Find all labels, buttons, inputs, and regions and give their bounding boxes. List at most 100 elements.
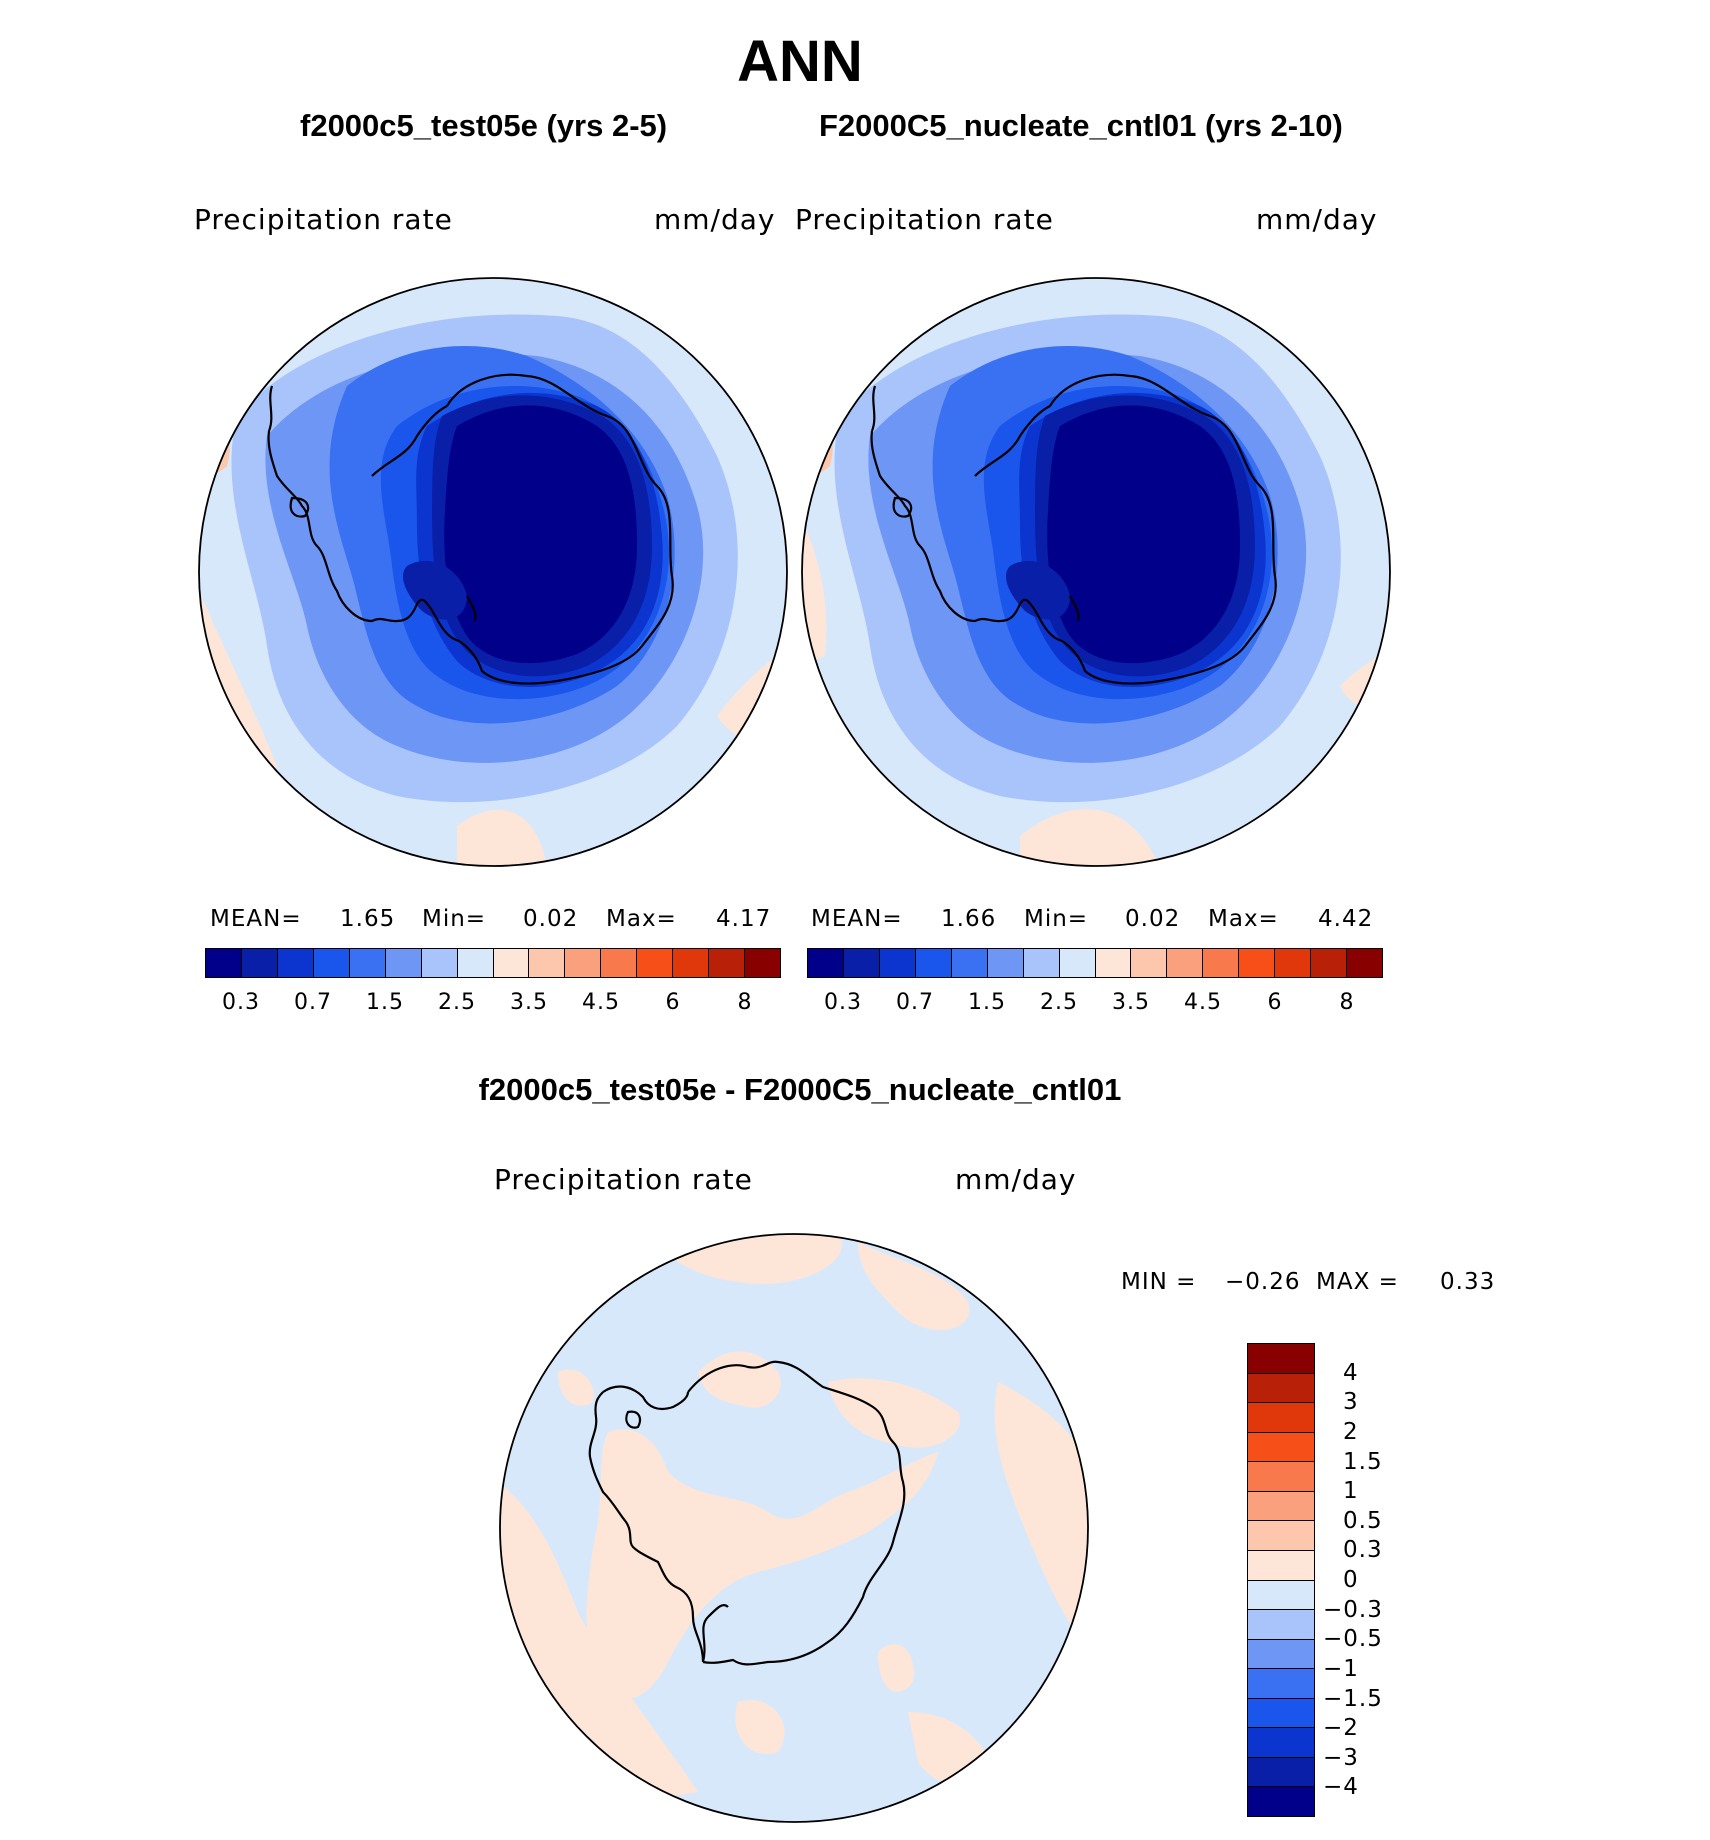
panel-2-max-value: 4.42 — [1318, 906, 1374, 932]
panel-2-colorbar-swatch — [1131, 949, 1168, 977]
panel-2-colorbar-tick-label: 8 — [1339, 990, 1355, 1015]
difference-colorbar-swatch — [1248, 1344, 1314, 1374]
difference-colorbar-swatch — [1248, 1403, 1314, 1433]
difference-colorbar-swatch — [1248, 1521, 1314, 1551]
difference-min-label: MIN = — [1121, 1269, 1197, 1295]
difference-colorbar — [1247, 1343, 1315, 1817]
panel-2-mean-label: MEAN= — [811, 906, 903, 932]
panel-1-field-label: Precipitation rate — [194, 203, 453, 236]
difference-colorbar-tick-label: 1 — [1343, 1478, 1359, 1505]
panel-1-colorbar-swatch — [637, 949, 674, 977]
panel-1-colorbar-swatch — [673, 949, 710, 977]
panel-2-colorbar-swatch — [951, 949, 988, 977]
panel-2-field-label: Precipitation rate — [795, 203, 1054, 236]
difference-title: f2000c5_test05e - F2000C5_nucleate_cntl0… — [478, 1072, 1122, 1107]
difference-colorbar-swatch — [1248, 1580, 1314, 1611]
panel-1-colorbar-tick-label: 3.5 — [510, 990, 548, 1015]
difference-colorbar-tick-label: 0.3 — [1343, 1537, 1383, 1564]
panel-1-mean-value: 1.65 — [340, 906, 396, 932]
panel-2-colorbar-tick-label: 3.5 — [1112, 990, 1150, 1015]
panel-1-colorbar-tick-label: 8 — [737, 990, 753, 1015]
panel-1-colorbar-tick-label: 2.5 — [438, 990, 476, 1015]
difference-colorbar-tick-label: −0.5 — [1323, 1626, 1383, 1653]
difference-colorbar-swatch — [1248, 1757, 1314, 1788]
panel-1-colorbar-swatch — [493, 949, 530, 977]
panel-2-colorbar-swatch — [1059, 949, 1096, 977]
panel-2-colorbar-tick-label: 1.5 — [968, 990, 1006, 1015]
panel-1-min-value: 0.02 — [523, 906, 579, 932]
panel-2-colorbar-swatch — [1095, 949, 1132, 977]
panel-2-colorbar-swatch — [808, 949, 844, 977]
panel-1-max-value: 4.17 — [716, 906, 772, 932]
panel-2-subtitle: F2000C5_nucleate_cntl01 (yrs 2-10) — [819, 108, 1343, 143]
difference-field-label: Precipitation rate — [494, 1163, 753, 1196]
difference-colorbar-swatch — [1248, 1728, 1314, 1758]
panel-2-colorbar-tick-label: 4.5 — [1184, 990, 1222, 1015]
difference-colorbar-tick-label: 0 — [1343, 1567, 1359, 1593]
panel-1-colorbar — [205, 948, 781, 978]
panel-2-mean-value: 1.66 — [941, 906, 997, 932]
difference-polar-map — [499, 1233, 1089, 1823]
difference-colorbar-swatch — [1248, 1610, 1314, 1640]
difference-colorbar-swatch — [1248, 1550, 1314, 1581]
panel-1-colorbar-tick-label: 0.7 — [294, 990, 332, 1015]
difference-min-value: −0.26 — [1225, 1269, 1301, 1295]
panel-2-colorbar-tick-label: 2.5 — [1040, 990, 1078, 1015]
panel-2-colorbar-swatch — [1203, 949, 1240, 977]
difference-colorbar-swatch — [1248, 1639, 1314, 1670]
panel-2-max-label: Max= — [1208, 906, 1279, 932]
panel-1-colorbar-swatch — [565, 949, 602, 977]
panel-1-colorbar-swatch — [385, 949, 422, 977]
difference-colorbar-swatch — [1248, 1491, 1314, 1522]
panel-1-colorbar-tick-label: 6 — [665, 990, 681, 1015]
panel-1-colorbar-swatch — [349, 949, 386, 977]
panel-1-colorbar-swatch — [421, 949, 458, 977]
panel-2-colorbar-swatch — [1347, 949, 1382, 977]
panel-2-colorbar-swatch — [1275, 949, 1312, 977]
panel-1-colorbar-swatch — [313, 949, 350, 977]
panel-2-units: mm/day — [1256, 203, 1378, 236]
panel-2-colorbar-swatch — [987, 949, 1024, 977]
panel-2-colorbar-swatch — [915, 949, 952, 977]
panel-1-colorbar-swatch — [206, 949, 242, 977]
panel-1-colorbar-swatch — [745, 949, 780, 977]
difference-colorbar-tick-label: −4 — [1323, 1774, 1359, 1801]
difference-colorbar-swatch — [1248, 1787, 1314, 1816]
difference-colorbar-swatch — [1248, 1373, 1314, 1404]
panel-2-colorbar-swatch — [879, 949, 916, 977]
difference-colorbar-swatch — [1248, 1432, 1314, 1463]
difference-colorbar-tick-label: −1.5 — [1323, 1685, 1383, 1712]
panel-2-min-value: 0.02 — [1125, 906, 1181, 932]
panel-1-colorbar-swatch — [277, 949, 314, 977]
panel-2-colorbar-tick-label: 0.3 — [824, 990, 862, 1015]
panel-1-colorbar-tick-label: 1.5 — [366, 990, 404, 1015]
panel-2-colorbar-tick-label: 0.7 — [896, 990, 934, 1015]
panel-2-colorbar-swatch — [1239, 949, 1276, 977]
difference-colorbar-tick-label: 4 — [1343, 1359, 1359, 1386]
difference-colorbar-swatch — [1248, 1462, 1314, 1492]
main-title: ANN — [737, 29, 863, 94]
difference-colorbar-tick-label: 0.5 — [1343, 1507, 1383, 1534]
panel-1-subtitle: f2000c5_test05e (yrs 2-5) — [300, 108, 668, 143]
difference-colorbar-tick-label: −1 — [1323, 1655, 1359, 1682]
panel-1-polar-map — [198, 277, 788, 867]
difference-colorbar-tick-label: 1.5 — [1343, 1448, 1383, 1475]
panel-2-colorbar-swatch — [1311, 949, 1348, 977]
difference-colorbar-tick-label: −3 — [1323, 1744, 1359, 1771]
panel-1-max-label: Max= — [606, 906, 677, 932]
panel-1-colorbar-tick-label: 0.3 — [222, 990, 260, 1015]
difference-colorbar-tick-label: −2 — [1323, 1715, 1359, 1742]
panel-2-colorbar — [807, 948, 1383, 978]
difference-max-value: 0.33 — [1440, 1269, 1496, 1295]
difference-colorbar-tick-label: 2 — [1343, 1418, 1359, 1445]
panel-1-colorbar-tick-label: 4.5 — [582, 990, 620, 1015]
panel-1-colorbar-swatch — [529, 949, 566, 977]
difference-colorbar-tick-label: −0.3 — [1323, 1596, 1383, 1623]
difference-colorbar-tick-label: 3 — [1343, 1389, 1359, 1416]
panel-1-colorbar-swatch — [241, 949, 278, 977]
panel-2-colorbar-tick-label: 6 — [1267, 990, 1283, 1015]
panel-1-mean-label: MEAN= — [210, 906, 302, 932]
panel-1-colorbar-swatch — [601, 949, 638, 977]
panel-2-min-label: Min= — [1024, 906, 1089, 932]
panel-1-colorbar-swatch — [709, 949, 746, 977]
